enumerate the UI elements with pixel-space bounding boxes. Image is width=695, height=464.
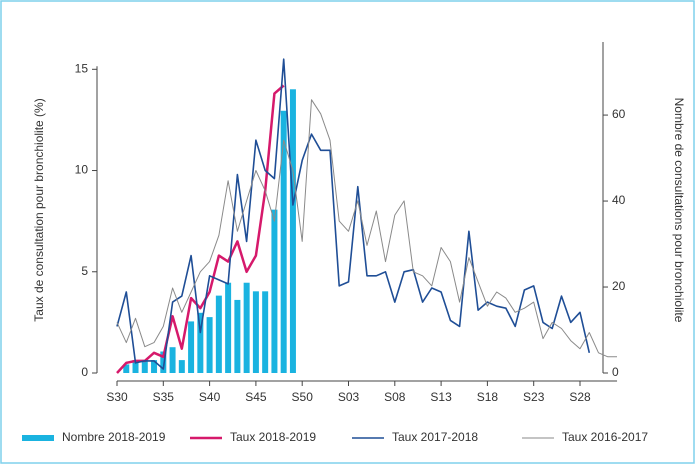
x-tick-label: S03	[338, 390, 360, 404]
legend-label: Taux 2018-2019	[230, 430, 316, 444]
legend-label: Nombre 2018-2019	[62, 430, 166, 444]
y-axis-label: Taux de consultation pour bronchiolite (…	[32, 98, 46, 321]
y-tick-label: 15	[75, 61, 89, 75]
bar	[215, 295, 222, 373]
bar	[178, 360, 185, 373]
bar	[280, 110, 287, 374]
bar	[206, 317, 213, 373]
bar	[141, 360, 148, 373]
bar	[252, 291, 259, 373]
x-tick-label: S30	[106, 390, 128, 404]
x-tick-label: S18	[477, 390, 499, 404]
bar	[188, 321, 195, 373]
bar	[132, 360, 139, 373]
bar	[225, 282, 232, 373]
line	[116, 58, 591, 370]
y2-tick-label: 0	[612, 365, 619, 379]
x-tick-label: S28	[569, 390, 591, 404]
bar	[197, 312, 204, 373]
bar	[271, 209, 278, 373]
legend-label: Taux 2017-2018	[392, 430, 478, 444]
x-tick-label: S13	[430, 390, 452, 404]
legend-swatch	[22, 435, 54, 441]
bar	[234, 299, 241, 373]
bar	[262, 291, 269, 373]
x-tick-label: S45	[245, 390, 267, 404]
bar	[151, 360, 158, 373]
x-tick-label: S35	[153, 390, 175, 404]
y2-axis-label: Nombre de consultations pour bronchiolit…	[672, 98, 686, 323]
x-tick-label: S50	[292, 390, 314, 404]
y-tick-label: 0	[81, 365, 88, 379]
bar	[289, 89, 296, 374]
bar	[123, 364, 130, 373]
x-tick-label: S08	[384, 390, 406, 404]
line	[116, 99, 617, 358]
x-tick-label: S23	[523, 390, 545, 404]
legend-label: Taux 2016-2017	[562, 430, 648, 444]
bar	[243, 282, 250, 373]
x-tick-label: S40	[199, 390, 221, 404]
y2-tick-label: 60	[612, 107, 626, 121]
y-tick-label: 10	[75, 163, 89, 177]
y-tick-label: 5	[81, 264, 88, 278]
bar	[160, 351, 167, 373]
bar	[169, 347, 176, 373]
y2-tick-label: 40	[612, 193, 626, 207]
y2-tick-label: 20	[612, 279, 626, 293]
